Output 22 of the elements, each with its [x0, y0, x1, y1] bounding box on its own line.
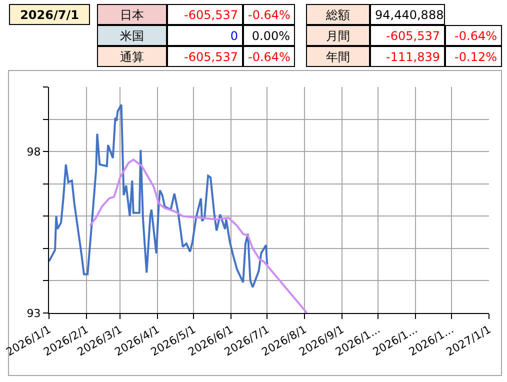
- text: 月間: [306, 25, 370, 46]
- text: 総額: [306, 4, 370, 25]
- text: -0.64%: [243, 4, 295, 25]
- text: -0.64%: [243, 46, 295, 67]
- line-series: [49, 104, 268, 288]
- text: 2026/7/1: [9, 4, 90, 25]
- text: -0.12%: [445, 46, 502, 67]
- text: 米国: [97, 25, 167, 46]
- text: -605,537: [167, 4, 243, 25]
- text: -0.64%: [445, 25, 502, 46]
- text: -111,839: [370, 46, 445, 67]
- text: 0: [167, 25, 243, 46]
- y-tick-label: 98: [26, 145, 41, 158]
- text: 94,440,888: [370, 4, 445, 25]
- text: 年間: [306, 46, 370, 67]
- text: -605,537: [167, 46, 243, 67]
- text: 日本: [97, 4, 167, 25]
- text: 通算: [97, 46, 167, 67]
- y-tick-label: 93: [26, 306, 41, 320]
- text: 0.00%: [243, 25, 295, 46]
- line-series: [88, 158, 308, 313]
- text: -605,537: [370, 25, 445, 46]
